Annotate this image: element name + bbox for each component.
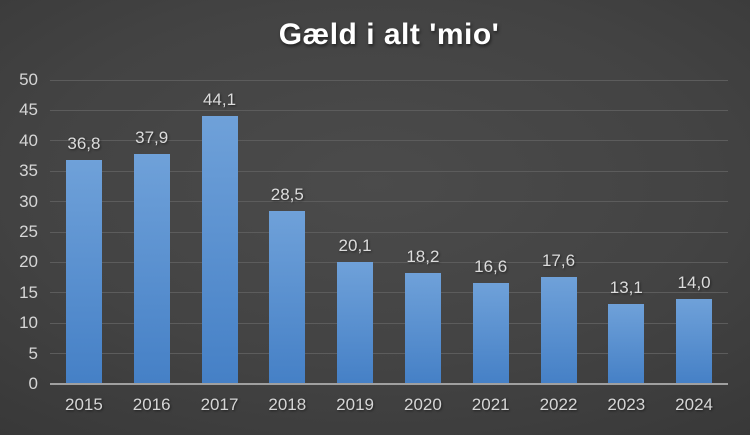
y-tick-label: 45 <box>19 100 38 120</box>
y-tick-label: 0 <box>28 374 38 393</box>
bar <box>133 153 170 384</box>
x-axis-line <box>50 383 728 385</box>
x-tick-label: 2022 <box>539 395 578 414</box>
bar-value-label: 13,1 <box>609 278 643 298</box>
gridline <box>50 292 728 294</box>
chart-title: Gæld i alt 'mio' <box>278 18 500 51</box>
y-tick-label: 10 <box>19 313 38 333</box>
gridline <box>50 231 728 233</box>
x-tick-label: 2015 <box>64 395 103 414</box>
y-tick-label: 35 <box>19 161 38 181</box>
gridline <box>50 322 728 324</box>
bar <box>540 277 577 384</box>
plot-area: 50 45 40 35 30 25 20 15 10 5 0 36,8 2015 37,9 2016 44,1… <box>19 71 728 414</box>
bar <box>608 304 645 384</box>
bar <box>65 160 102 384</box>
x-tick-label: 2017 <box>200 395 239 414</box>
bar <box>201 115 238 384</box>
bar <box>337 261 374 384</box>
bar-value-label: 37,9 <box>135 127 169 147</box>
gridline <box>50 109 728 111</box>
gridline <box>50 261 728 263</box>
bar-value-label: 44,1 <box>202 89 237 109</box>
x-tick-label: 2020 <box>403 395 442 414</box>
y-tick-label: 15 <box>19 282 38 302</box>
bar <box>404 273 441 384</box>
y-tick-label: 40 <box>19 130 38 150</box>
x-tick-label: 2024 <box>675 395 713 414</box>
y-tick-label: 20 <box>19 252 38 272</box>
x-tick-label: 2021 <box>471 395 510 414</box>
bar-value-label: 36,8 <box>67 134 101 154</box>
x-tick-label: 2016 <box>132 395 171 414</box>
bar-value-label: 14,0 <box>677 272 711 292</box>
x-tick-label: 2019 <box>336 395 374 414</box>
bar-value-label: 18,2 <box>406 247 440 267</box>
bar <box>269 210 306 384</box>
gridline <box>50 353 728 355</box>
x-tick-label: 2023 <box>607 395 646 414</box>
gridline <box>50 170 728 172</box>
bar-value-label: 28,5 <box>270 184 304 204</box>
bar <box>472 283 509 384</box>
bar-value-label: 17,6 <box>541 251 576 270</box>
y-tick-label: 5 <box>28 343 38 363</box>
gridline <box>50 140 728 142</box>
bar-value-label: 20,1 <box>338 235 372 255</box>
x-tick-label: 2018 <box>268 395 307 414</box>
gridline <box>50 79 728 81</box>
gridline <box>50 201 728 203</box>
y-tick-label: 30 <box>19 191 38 211</box>
y-tick-label: 50 <box>19 70 38 89</box>
bar-value-label: 16,6 <box>474 257 508 277</box>
bar <box>676 298 713 384</box>
y-tick-label: 25 <box>19 222 38 241</box>
